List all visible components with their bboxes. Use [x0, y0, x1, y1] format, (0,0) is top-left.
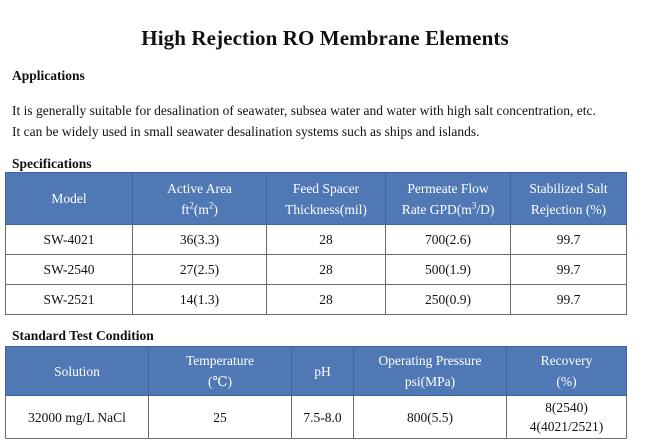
cell-active-area: 14(1.3)	[132, 284, 267, 315]
cell-temperature: 25	[148, 395, 292, 439]
cell-recovery: 8(2540) 4(4021/2521)	[506, 395, 627, 439]
header-ph: pH	[291, 346, 354, 396]
table-row: SW-2540 27(2.5) 28 500(1.9) 99.7	[5, 254, 627, 285]
header-recovery: Recovery (%)	[506, 346, 627, 396]
cell-feed-spacer: 28	[266, 284, 386, 315]
cell-active-area: 36(3.3)	[132, 224, 267, 255]
cell-salt-rejection: 99.7	[510, 254, 627, 285]
cell-salt-rejection: 99.7	[510, 224, 627, 255]
cell-model: SW-4021	[5, 224, 133, 255]
specifications-header-row: Model Active Area ft2(m2) Feed Spacer Th…	[5, 172, 627, 225]
cell-permeate-flow: 250(0.9)	[385, 284, 511, 315]
header-active-area: Active Area ft2(m2)	[132, 172, 267, 225]
table-row: 32000 mg/L NaCl 25 7.5-8.0 800(5.5) 8(25…	[5, 395, 627, 439]
standard-test-header-row: Solution Temperature (℃) pH Operating Pr…	[5, 346, 627, 396]
applications-line-1: It is generally suitable for desalinatio…	[12, 103, 596, 118]
cell-operating-pressure: 800(5.5)	[353, 395, 507, 439]
cell-salt-rejection: 99.7	[510, 284, 627, 315]
cell-ph: 7.5-8.0	[291, 395, 354, 439]
header-permeate-flow: Permeate Flow Rate GPD(m3/D)	[385, 172, 511, 225]
standard-test-heading: Standard Test Condition	[12, 328, 154, 343]
standard-test-table: Solution Temperature (℃) pH Operating Pr…	[5, 346, 627, 439]
table-row: SW-2521 14(1.3) 28 250(0.9) 99.7	[5, 284, 627, 315]
applications-heading: Applications	[12, 68, 85, 83]
cell-feed-spacer: 28	[266, 224, 386, 255]
header-operating-pressure: Operating Pressure psi(MPa)	[353, 346, 507, 396]
cell-permeate-flow: 700(2.6)	[385, 224, 511, 255]
header-temperature: Temperature (℃)	[148, 346, 292, 396]
specifications-heading: Specifications	[12, 156, 92, 171]
cell-active-area: 27(2.5)	[132, 254, 267, 285]
table-row: SW-4021 36(3.3) 28 700(2.6) 99.7	[5, 224, 627, 255]
cell-permeate-flow: 500(1.9)	[385, 254, 511, 285]
header-solution: Solution	[5, 346, 149, 396]
header-feed-spacer: Feed Spacer Thickness(mil)	[266, 172, 386, 225]
cell-solution: 32000 mg/L NaCl	[5, 395, 149, 439]
header-salt-rejection: Stabilized Salt Rejection (%)	[510, 172, 627, 225]
specifications-table: Model Active Area ft2(m2) Feed Spacer Th…	[5, 172, 627, 315]
applications-line-2: It can be widely used in small seawater …	[12, 124, 480, 139]
header-model: Model	[5, 172, 133, 225]
cell-feed-spacer: 28	[266, 254, 386, 285]
cell-model: SW-2540	[5, 254, 133, 285]
cell-model: SW-2521	[5, 284, 133, 315]
page-title: High Rejection RO Membrane Elements	[141, 26, 509, 50]
